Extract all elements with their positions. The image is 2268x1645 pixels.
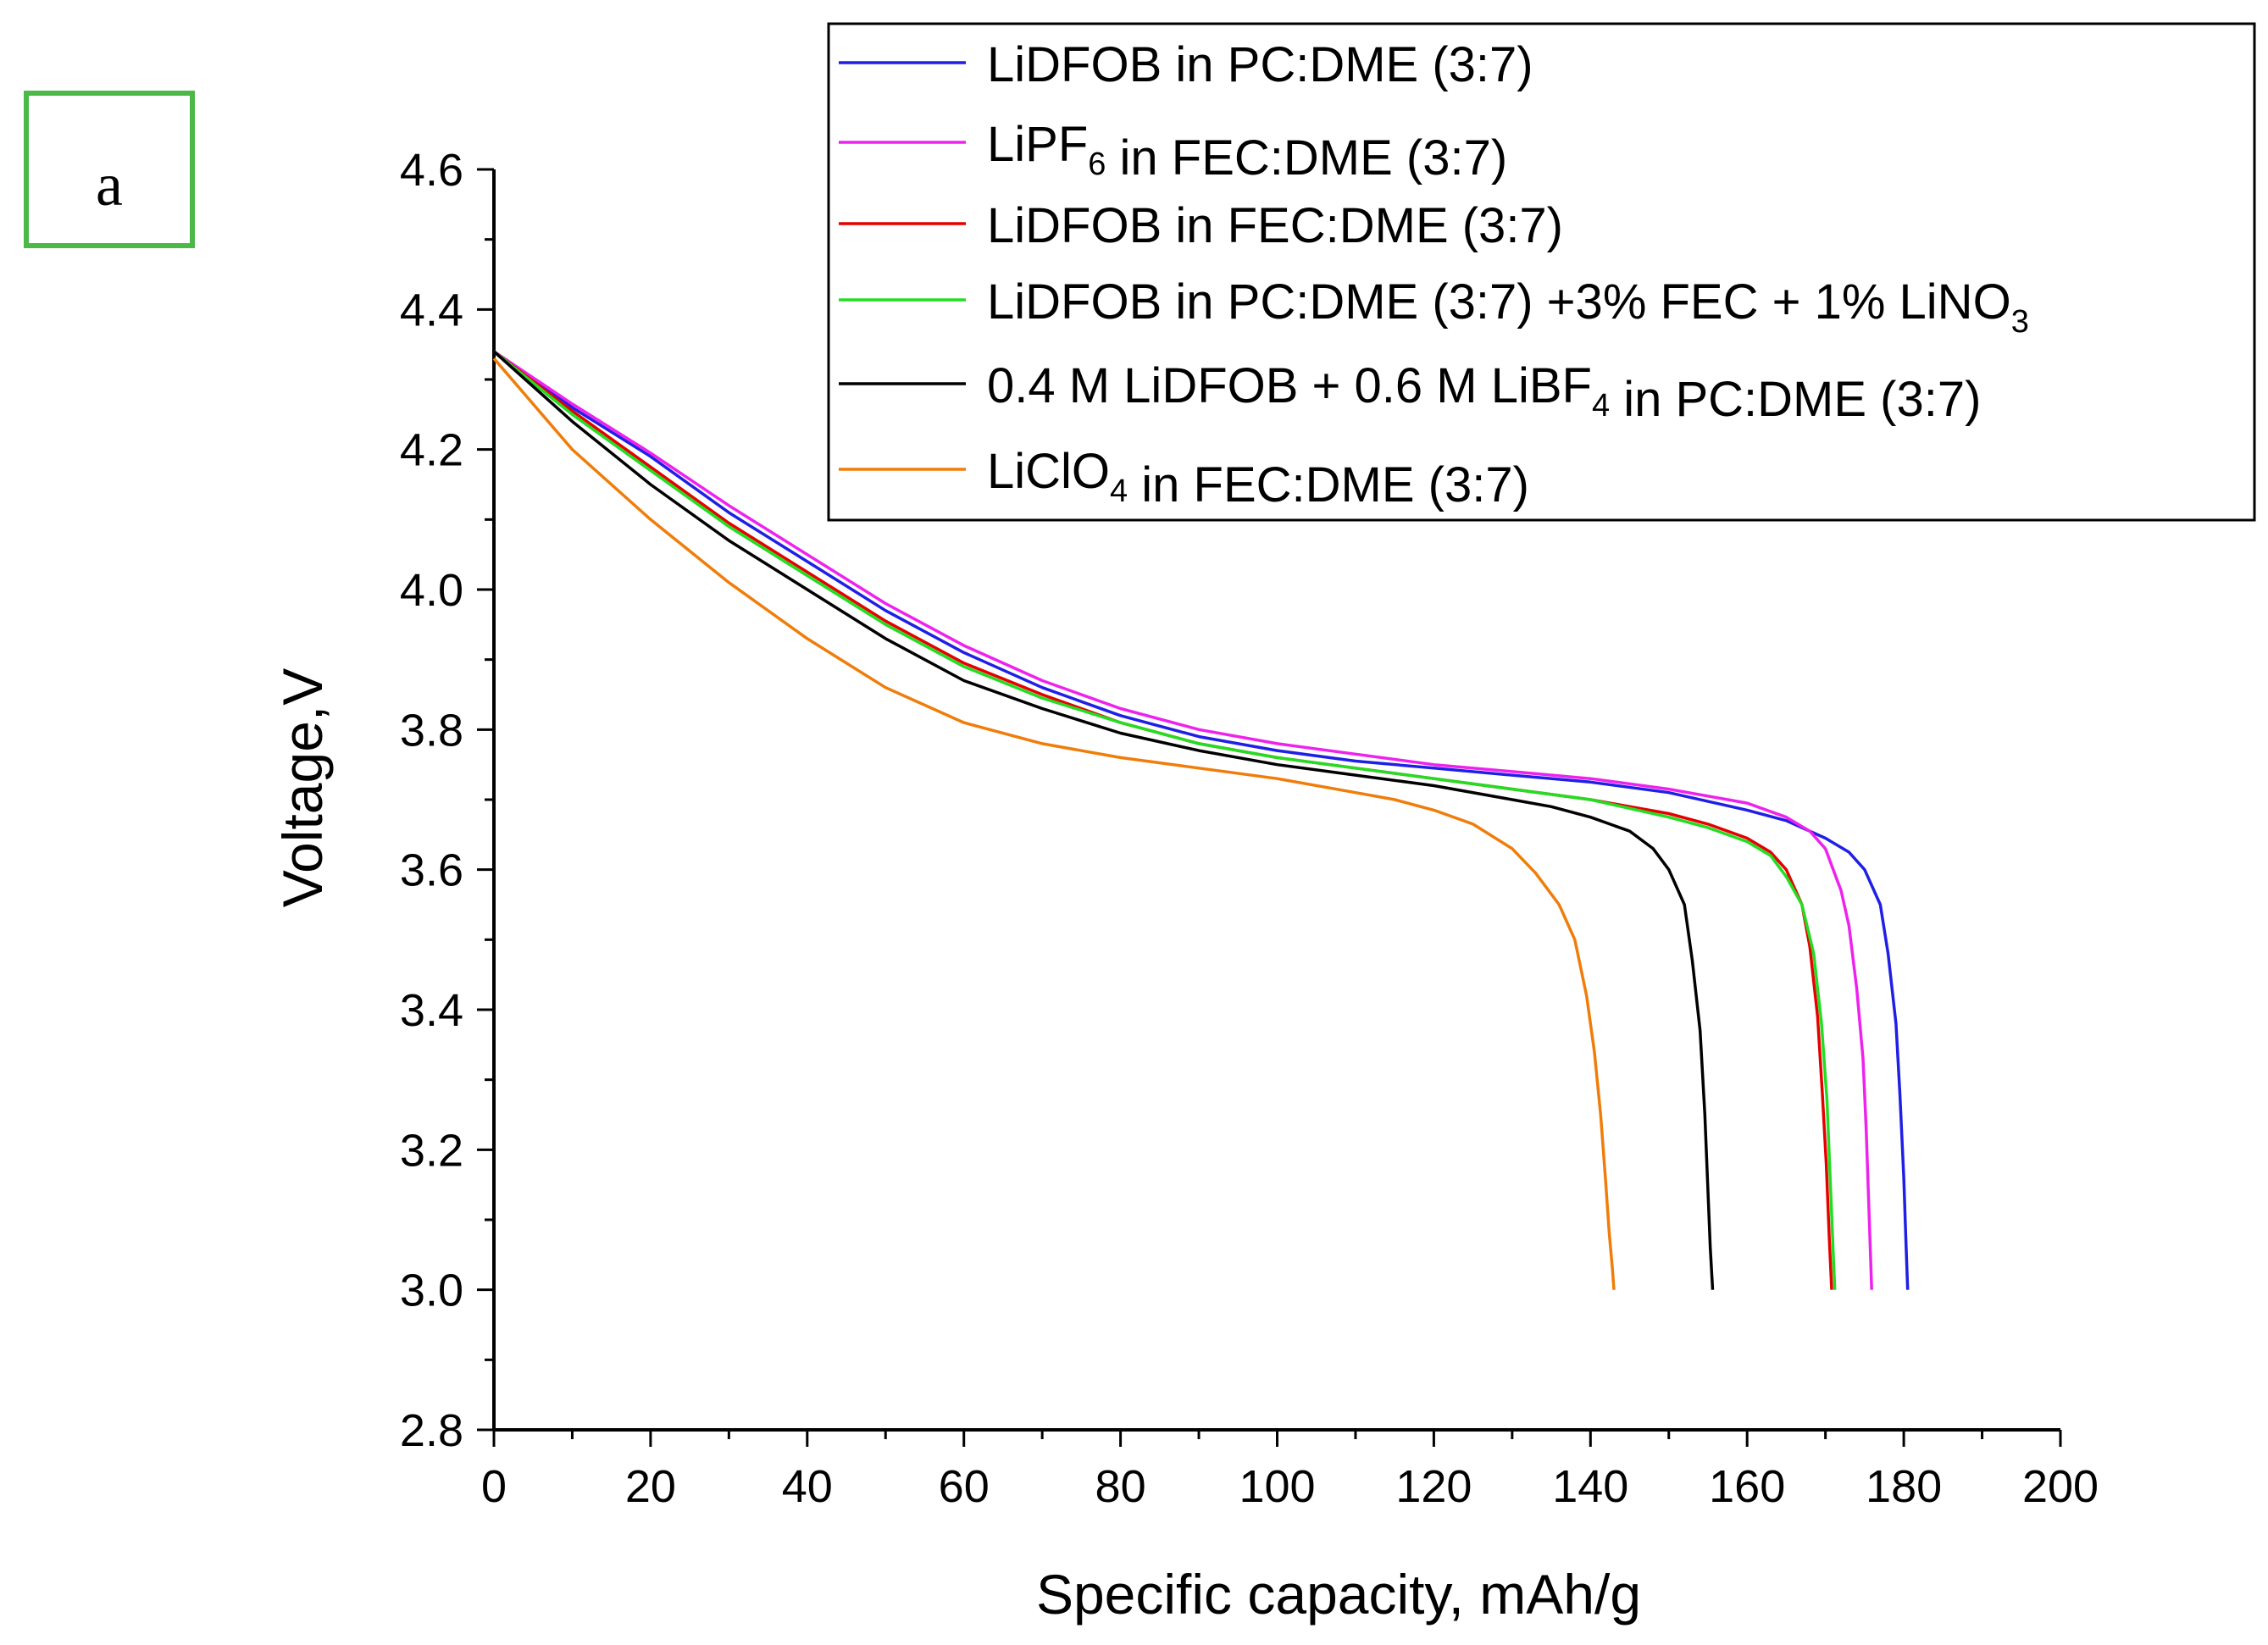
x-tick-label: 0 xyxy=(481,1461,507,1512)
plot-axes: 0 20 40 60 80 100 120 140 160 180 200 2.8 3.0 3.2 3.4 3… xyxy=(400,145,2099,1512)
x-tick-label: 100 xyxy=(1239,1461,1315,1512)
panel-label: a xyxy=(96,151,123,219)
legend-label-5: 0.4 M LiDFOB + 0.6 M LiBF4 in PC:DME (3:… xyxy=(987,358,1981,427)
y-tick-label: 4.4 xyxy=(400,285,463,335)
x-tick-label: 140 xyxy=(1552,1461,1628,1512)
y-tick-label: 2.8 xyxy=(400,1405,463,1456)
x-tick-label: 180 xyxy=(1866,1461,1942,1512)
x-tick-label: 120 xyxy=(1395,1461,1472,1512)
x-tick-label: 160 xyxy=(1709,1461,1785,1512)
y-tick-label: 4.6 xyxy=(400,145,463,196)
panel-box-frame xyxy=(24,91,195,248)
x-axis-label: Specific capacity, mAh/g xyxy=(1036,1563,1641,1626)
x-tick-label: 60 xyxy=(939,1461,990,1512)
y-tick-label: 3.6 xyxy=(400,845,463,896)
legend-label-6: LiClO4 in FEC:DME (3:7) xyxy=(987,444,1529,512)
panel-label-box: a xyxy=(24,91,195,248)
series-line-5 xyxy=(492,350,1715,1290)
y-tick-label: 3.4 xyxy=(400,985,463,1036)
legend-frame xyxy=(827,22,2256,522)
y-tick-label: 3.8 xyxy=(400,705,463,756)
x-tick-label: 80 xyxy=(1095,1461,1146,1512)
y-tick-label: 4.0 xyxy=(400,565,463,616)
y-axis-label: Voltage,V xyxy=(271,668,334,908)
legend-label-1: LiDFOB in PC:DME (3:7) xyxy=(987,37,1533,92)
series-line-2 xyxy=(493,350,1873,1290)
y-tick-label: 3.2 xyxy=(400,1125,463,1176)
legend-label-4: LiDFOB in PC:DME (3:7) +3% FEC + 1% LiNO… xyxy=(987,274,2029,340)
plot-series xyxy=(492,350,1910,1290)
x-tick-label: 40 xyxy=(782,1461,833,1512)
series-line-1 xyxy=(492,350,1910,1290)
y-tick-label: 3.0 xyxy=(400,1266,463,1316)
legend: LiDFOB in PC:DME (3:7) LiPF6 in FEC:DME (… xyxy=(827,22,2256,522)
series-line-4 xyxy=(492,350,1837,1290)
x-tick-label: 200 xyxy=(2022,1461,2099,1512)
x-tick-label: 20 xyxy=(625,1461,676,1512)
series-line-6 xyxy=(492,357,1616,1290)
y-tick-label: 4.2 xyxy=(400,425,463,476)
legend-label-3: LiDFOB in FEC:DME (3:7) xyxy=(987,198,1563,253)
legend-label-2: LiPF6 in FEC:DME (3:7) xyxy=(987,117,1507,186)
